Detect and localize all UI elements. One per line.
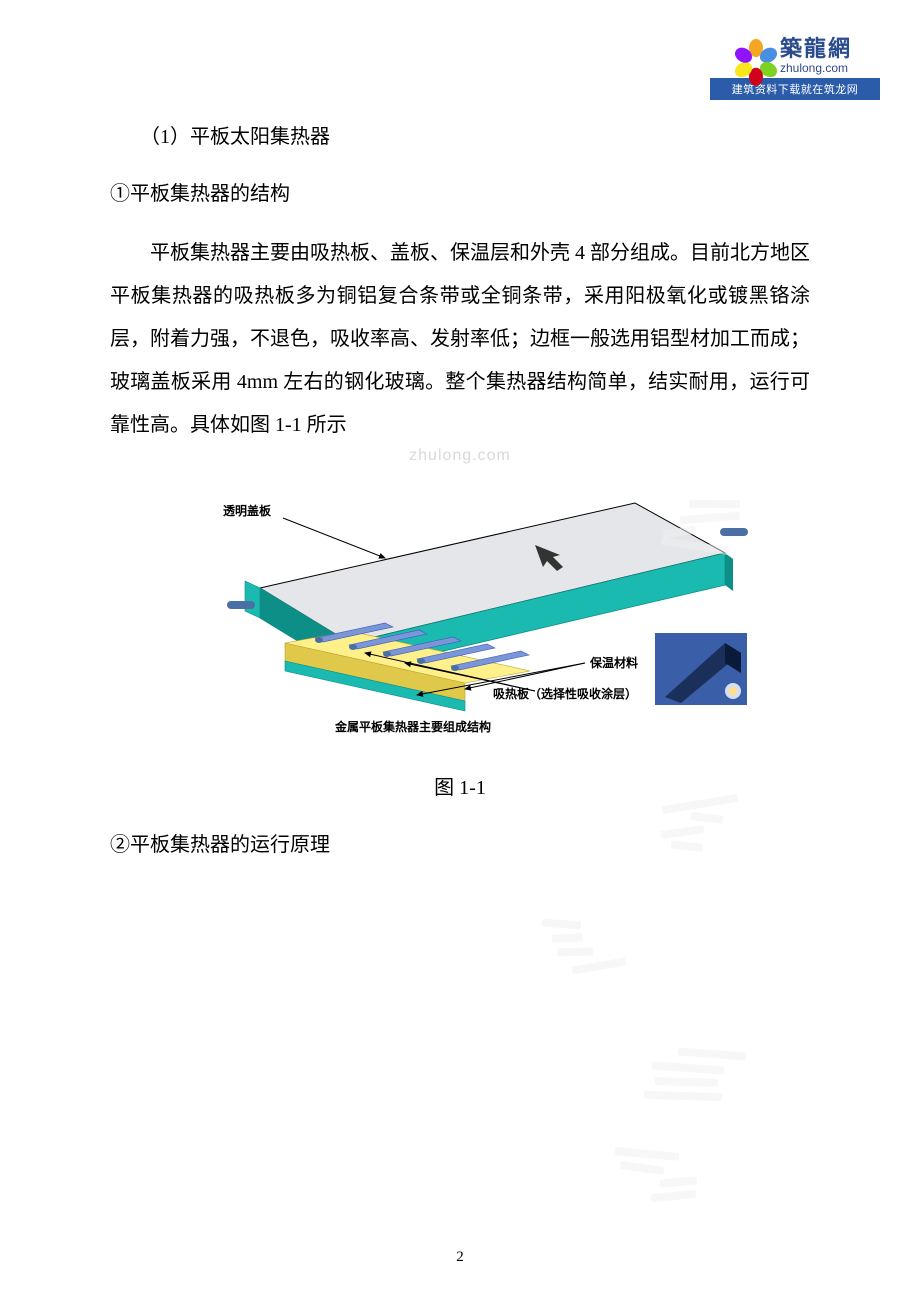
logo-chinese: 築龍網 <box>780 38 852 60</box>
logo-english: zhulong.com <box>780 62 848 74</box>
section-heading-1: （1）平板太阳集热器 <box>110 120 810 149</box>
section-heading-2: ①平板集热器的结构 <box>110 177 810 206</box>
logo-flower-icon <box>738 38 774 74</box>
svg-text:金属平板集热器主要组成结构: 金属平板集热器主要组成结构 <box>334 719 491 734</box>
page-number: 2 <box>0 1249 920 1266</box>
document-page: 築龍網 zhulong.com 建筑资料下载就在筑龙网 （1）平板太阳集热器 ①… <box>0 0 920 1302</box>
collector-svg: 透明盖板保温材料吸热板（选择性吸收涂层） 金属平板集热器主要组成结构 <box>165 473 755 753</box>
logo-banner: 建筑资料下载就在筑龙网 <box>710 78 880 100</box>
svg-text:透明盖板: 透明盖板 <box>223 503 272 518</box>
figure-caption: 图 1-1 <box>110 771 810 800</box>
site-logo: 築龍網 zhulong.com 建筑资料下载就在筑龙网 <box>710 38 880 100</box>
content-area: （1）平板太阳集热器 ①平板集热器的结构 平板集热器主要由吸热板、盖板、保温层和… <box>110 120 810 857</box>
logo-text-block: 築龍網 zhulong.com <box>780 38 852 74</box>
body-paragraph: 平板集热器主要由吸热板、盖板、保温层和外壳 4 部分组成。目前北方地区平板集热器… <box>110 232 810 447</box>
watermark-text: zhulong.com <box>110 447 810 465</box>
svg-text:保温材料: 保温材料 <box>589 655 638 670</box>
figure-collector-diagram: 透明盖板保温材料吸热板（选择性吸收涂层） 金属平板集热器主要组成结构 <box>165 473 755 753</box>
logo-top-row: 築龍網 zhulong.com <box>710 38 880 74</box>
section-heading-3: ②平板集热器的运行原理 <box>110 828 810 857</box>
svg-text:吸热板（选择性吸收涂层）: 吸热板（选择性吸收涂层） <box>493 686 637 701</box>
